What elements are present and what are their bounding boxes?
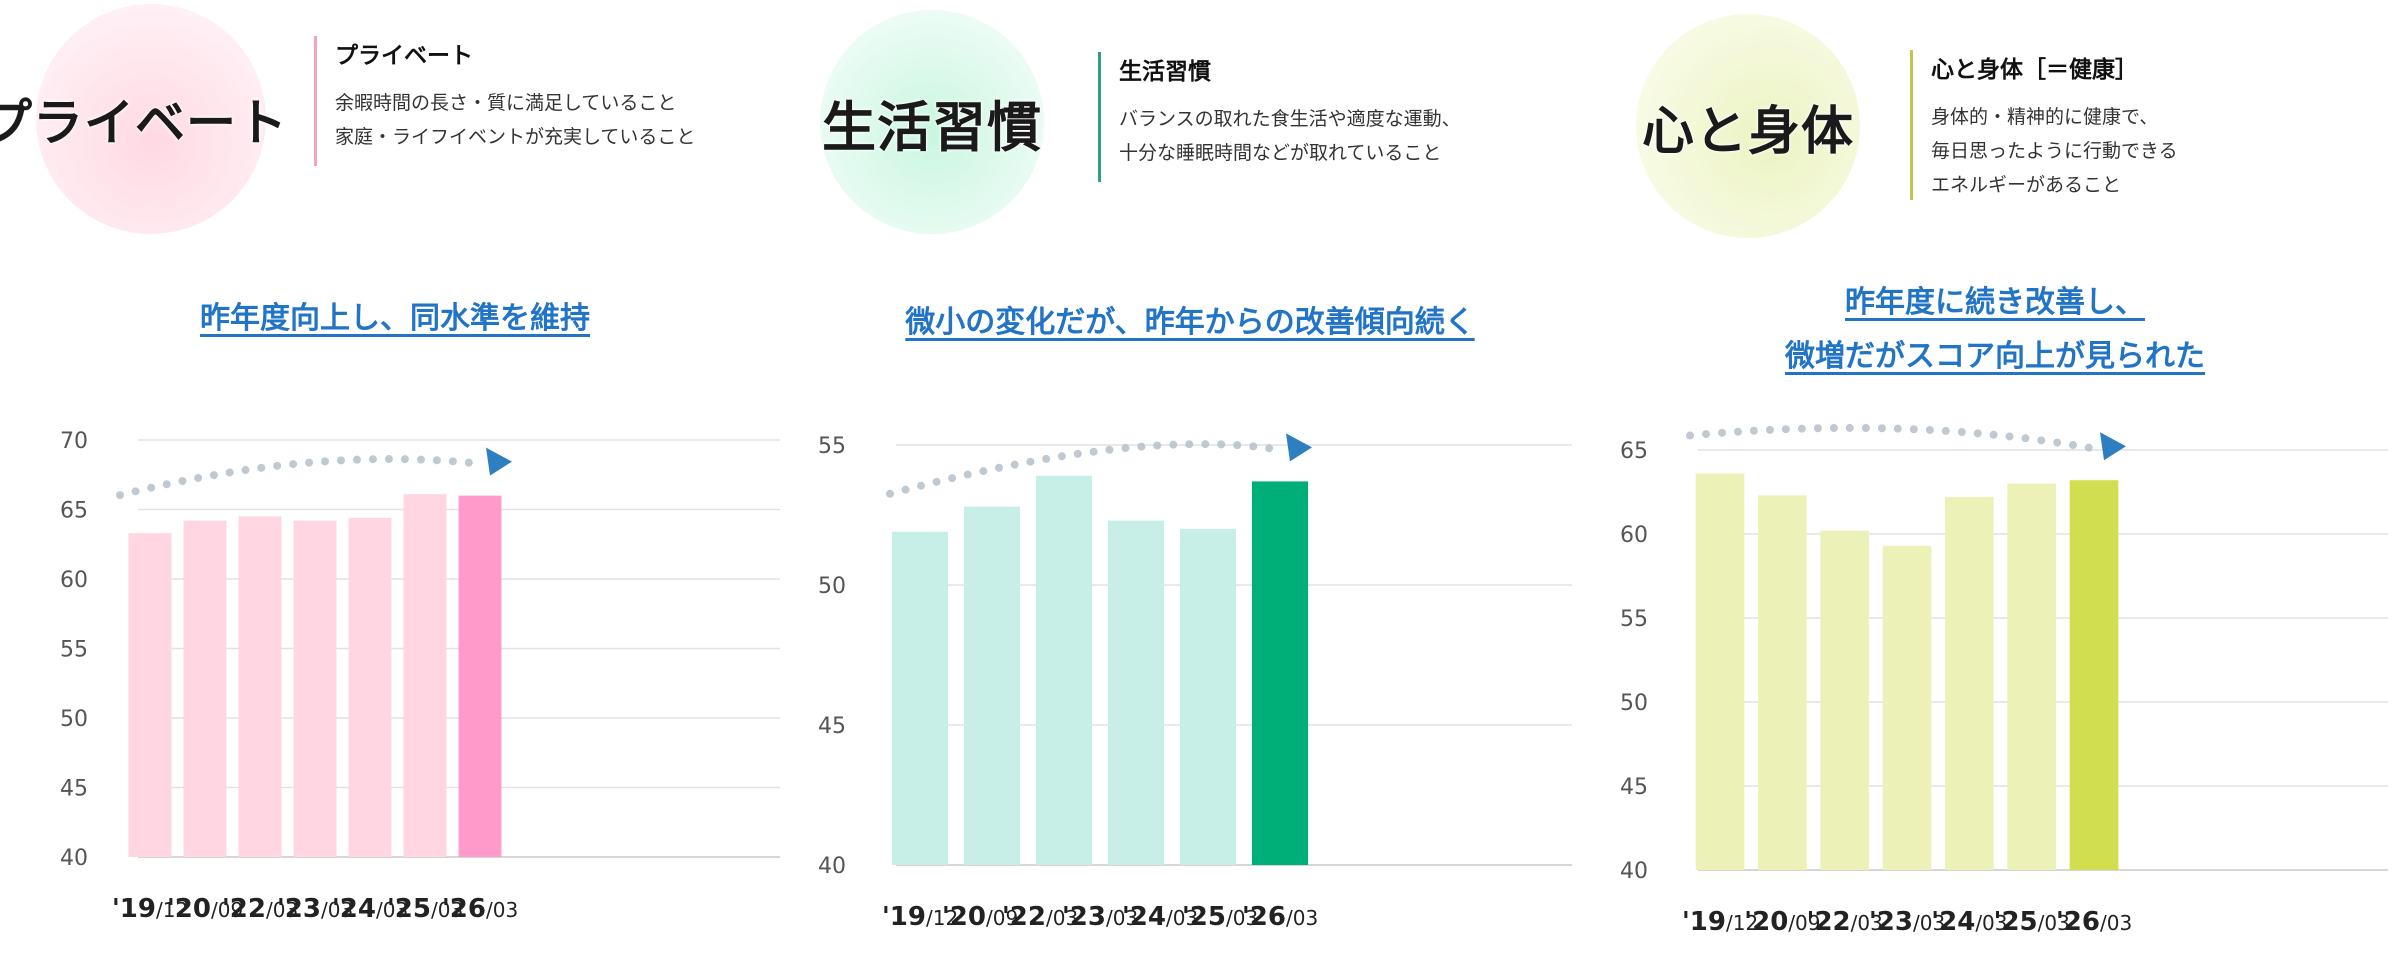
x-tick-label: '23/03 [1869, 907, 1945, 937]
description-title: 心と身体［＝健康］ [1931, 57, 2138, 83]
x-tick-label: '24/03 [332, 894, 408, 924]
description-mindbody: 心と身体［＝健康］ 身体的・精神的に健康で、 毎日思ったように行動できる エネル… [1910, 50, 2178, 200]
trend-arrow-head [486, 447, 512, 476]
y-tick-label: 55 [60, 638, 88, 663]
x-tick-label: '26/03 [442, 894, 518, 924]
circle-badge-lifestyle: 生活習慣 [820, 10, 1044, 234]
y-tick-label: 45 [1620, 775, 1648, 800]
x-tick-label: '20/09 [942, 902, 1018, 932]
y-tick-label: 60 [60, 568, 88, 593]
description-private: プライベート 余暇時間の長さ・質に満足していること 家庭・ライフイベントが充実し… [314, 36, 695, 166]
bar [348, 517, 392, 857]
x-tick-label: '19/12 [112, 894, 188, 924]
y-tick-label: 50 [1620, 691, 1648, 716]
y-tick-label: 40 [818, 854, 846, 879]
x-tick-label: '25/03 [387, 894, 463, 924]
bar [1945, 497, 1994, 870]
bar-chart-private: 40455055606570'19/12'20/09'22/03'23/03'2… [60, 429, 780, 924]
bar [1035, 475, 1093, 865]
bar [1695, 473, 1745, 870]
y-tick-label: 70 [60, 429, 88, 454]
description-line: 家庭・ライフイベントが充実していること [335, 126, 696, 148]
x-tick-label: '26/03 [1242, 902, 1318, 932]
headline-line: 昨年度向上し、同水準を維持 [200, 301, 590, 336]
bar [293, 520, 337, 857]
trend-arrow-head [1286, 433, 1312, 462]
panel-lifestyle: 生活習慣 生活習慣 バランスの取れた食生活や適度な運動、 十分な睡眠時間などが取… [790, 0, 1590, 958]
x-tick-label: '25/03 [1182, 902, 1258, 932]
panel-private: プライベート プライベート 余暇時間の長さ・質に満足していること 家庭・ライフイ… [0, 0, 790, 958]
description-line: 身体的・精神的に健康で、 [1931, 106, 2159, 128]
headline-lifestyle: 微小の変化だが、昨年からの改善傾向続く [790, 296, 1590, 350]
trend-dotted-line [1686, 423, 2096, 453]
description-line: 余暇時間の長さ・質に満足していること [335, 92, 677, 114]
x-tick-label: '22/03 [1806, 907, 1882, 937]
x-tick-label: '23/03 [1062, 902, 1138, 932]
bar [963, 506, 1021, 865]
y-tick-label: 40 [60, 846, 88, 871]
x-tick-label: '23/03 [277, 894, 353, 924]
description-line: エネルギーがあること [1931, 174, 2122, 196]
description-line: 十分な睡眠時間などが取れていること [1119, 142, 1442, 164]
bar [238, 516, 282, 857]
y-tick-label: 50 [818, 574, 846, 599]
y-tick-label: 60 [1620, 523, 1648, 548]
trend-dotted-line [886, 440, 1282, 498]
trend-arrow-head [2100, 432, 2126, 461]
circle-badge-mindbody: 心と身体 [1636, 14, 1860, 238]
bar [1820, 530, 1869, 870]
bar [403, 494, 447, 857]
headline-line: 微小の変化だが、昨年からの改善傾向続く [905, 305, 1475, 340]
headline-mindbody: 昨年度に続き改善し、 微増だがスコア向上が見られた [1590, 276, 2400, 384]
description-title: プライベート [335, 43, 473, 69]
bar [1251, 481, 1309, 865]
bar-chart-lifestyle: 40455055'19/12'20/09'22/03'23/03'24/03'2… [818, 433, 1572, 932]
bar [458, 495, 502, 857]
x-tick-label: '19/12 [882, 902, 958, 932]
bar [128, 533, 172, 857]
description-title: 生活習慣 [1119, 59, 1211, 85]
bar [1758, 495, 1807, 870]
trend-dotted-line [116, 455, 482, 500]
bar [2007, 483, 2056, 870]
bar [183, 520, 227, 857]
description-line: 毎日思ったように行動できる [1931, 140, 2178, 162]
y-tick-label: 45 [60, 777, 88, 802]
x-tick-label: '20/09 [1744, 907, 1820, 937]
y-tick-label: 50 [60, 707, 88, 732]
y-tick-label: 55 [1620, 607, 1648, 632]
bar-chart-mindbody: 40 45 50 55 60 65 '19/12'20/09'22/03'23/03'24/… [1620, 423, 2388, 937]
circle-badge-private: プライベート [0, 4, 287, 234]
x-tick-label: '26/03 [2056, 907, 2132, 937]
description-lifestyle: 生活習慣 バランスの取れた食生活や適度な運動、 十分な睡眠時間などが取れているこ… [1098, 52, 1461, 182]
headline-private: 昨年度向上し、同水準を維持 [0, 292, 790, 346]
y-tick-label: 55 [818, 434, 846, 459]
description-line: バランスの取れた食生活や適度な運動、 [1119, 108, 1461, 130]
bar [1179, 529, 1237, 865]
panel-mindbody: 心と身体 心と身体［＝健康］ 身体的・精神的に健康で、 毎日思ったように行動でき… [1590, 0, 2400, 958]
bar [1882, 545, 1932, 870]
bar [2069, 480, 2119, 870]
x-tick-label: '24/03 [1122, 902, 1198, 932]
headline-line: 微増だがスコア向上が見られた [1785, 339, 2205, 374]
y-tick-label: 40 [1620, 859, 1648, 884]
headline-line: 昨年度に続き改善し、 [1845, 285, 2145, 320]
x-tick-label: '19/12 [1682, 907, 1758, 937]
circle-title: 心と身体 [1641, 100, 1854, 162]
bar [891, 531, 949, 865]
bar [1107, 520, 1165, 865]
x-tick-label: '25/03 [1993, 907, 2069, 937]
y-tick-label: 65 [1620, 439, 1648, 464]
x-tick-label: '22/03 [1002, 902, 1078, 932]
circle-title: プライベート [0, 93, 288, 152]
circle-title: 生活習慣 [822, 94, 1042, 159]
y-tick-label: 65 [60, 499, 88, 524]
x-tick-label: '24/03 [1931, 907, 2007, 937]
y-tick-label: 45 [818, 714, 846, 739]
x-tick-label: '22/03 [222, 894, 298, 924]
x-tick-label: '20/09 [167, 894, 243, 924]
